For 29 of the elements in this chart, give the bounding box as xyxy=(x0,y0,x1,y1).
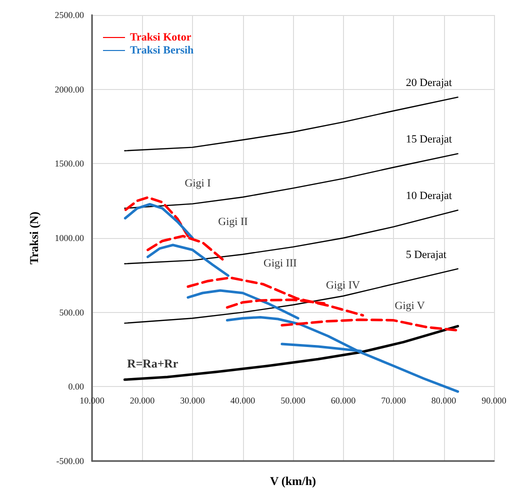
y-axis-title: Traksi (N) xyxy=(27,212,41,264)
series-label: 10 Derajat xyxy=(406,190,452,202)
annotation: Gigi III xyxy=(264,258,298,270)
x-tick-label: 40.000 xyxy=(230,395,256,406)
x-tick-label: 80.000 xyxy=(431,395,457,406)
annotation: Gigi I xyxy=(184,177,212,190)
x-tick-label: 20.000 xyxy=(130,395,156,406)
series-label: R=Ra+Rr xyxy=(127,356,179,371)
y-tick-label: 2500.00 xyxy=(54,10,84,20)
x-tick-label: 30.000 xyxy=(180,395,206,406)
y-tick-label: -500.00 xyxy=(56,456,84,466)
y-tick-label: 2000.00 xyxy=(54,84,84,94)
x-tick-label: 50.000 xyxy=(280,395,306,406)
x-axis-title: V (km/h) xyxy=(270,474,316,488)
legend-label: Traksi Bersih xyxy=(130,44,194,56)
y-tick-label: 0.00 xyxy=(68,382,84,392)
series-label: 15 Derajat xyxy=(406,134,452,146)
annotation: Gigi IV xyxy=(326,280,360,292)
annotation: Gigi II xyxy=(218,216,248,228)
series-label: 5 Derajat xyxy=(406,248,446,261)
y-tick-label: 1500.00 xyxy=(54,158,84,169)
legend-label: Traksi Kotor xyxy=(130,32,192,44)
y-tick-label: 500.00 xyxy=(59,307,84,318)
y-tick-label: 1000.00 xyxy=(54,233,84,243)
x-tick-label: 70.000 xyxy=(381,395,406,406)
annotation: Gigi V xyxy=(394,300,425,312)
x-tick-label: 90.000 xyxy=(482,395,507,406)
series-label: 20 Derajat xyxy=(406,77,452,90)
x-tick-label: 60.000 xyxy=(330,395,356,406)
